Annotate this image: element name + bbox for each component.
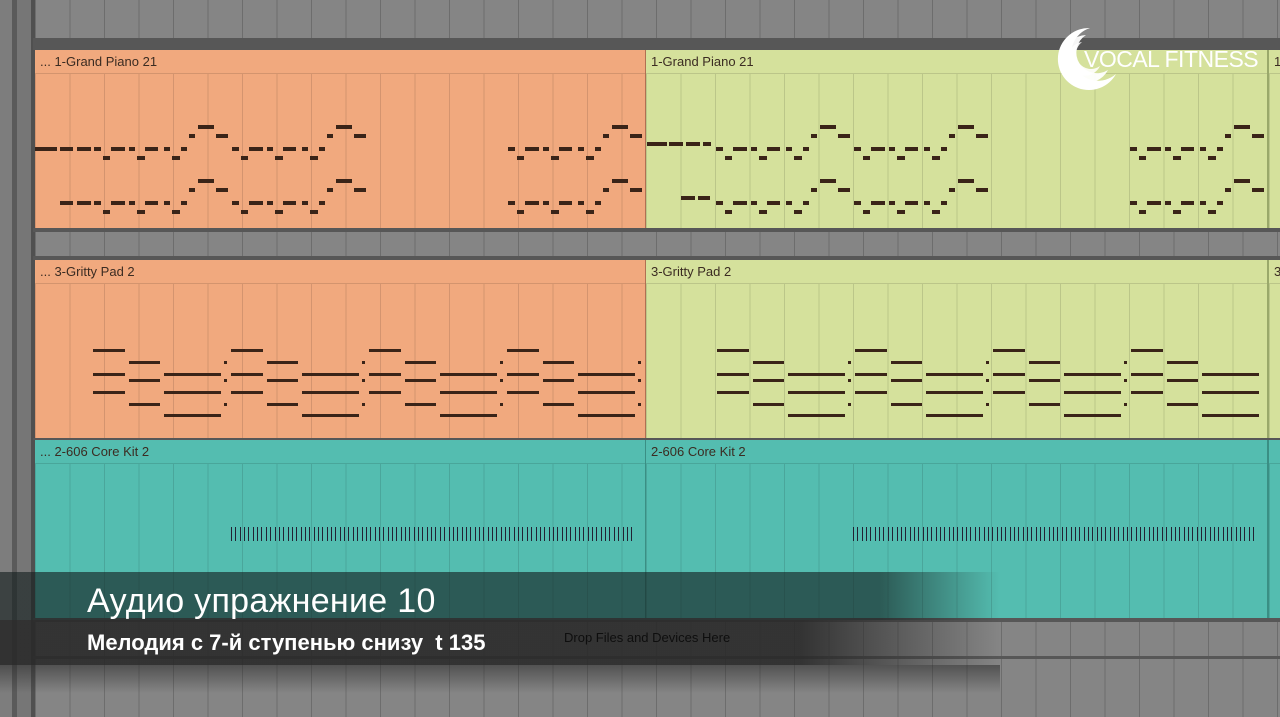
clip-pad-2[interactable]: 3-Gritty Pad 2 — [646, 260, 1268, 438]
empty-track-lane-top[interactable] — [35, 0, 1280, 38]
clip-title: ... 2-606 Core Kit 2 — [35, 440, 645, 464]
clip-title: ... 3-Gritty Pad 2 — [35, 260, 645, 284]
clip-piano-1[interactable]: ... 1-Grand Piano 21 — [35, 50, 646, 228]
track-separator — [33, 38, 1280, 50]
clip-pad-1[interactable]: ... 3-Gritty Pad 2 — [35, 260, 646, 438]
empty-track-lane[interactable] — [35, 232, 1280, 256]
midi-notes — [35, 284, 645, 438]
vocal-fitness-logo: VOCAL FITNESS — [1046, 22, 1266, 96]
caption-subtitle: Мелодия с 7-й ступенью снизу t 135 — [87, 630, 486, 655]
clip-title: 1 — [1269, 50, 1280, 74]
drop-hint: Drop Files and Devices Here — [564, 630, 731, 645]
track-separator — [33, 438, 1280, 440]
left-strip — [17, 0, 31, 717]
caption-title: Аудио упражнение 10 — [87, 582, 436, 620]
caption-shadow — [0, 665, 1000, 693]
clip-pad-3[interactable]: 3 — [1268, 260, 1280, 438]
track-separator — [33, 228, 1280, 232]
caption-band-top — [0, 572, 1000, 620]
clip-piano-2[interactable]: 1-Grand Piano 21 — [646, 50, 1268, 228]
clip-title — [1269, 440, 1280, 464]
clip-title: 1-Grand Piano 21 — [646, 50, 1267, 74]
clip-piano-3[interactable]: 1 — [1268, 50, 1280, 228]
logo-text: VOCAL FITNESS — [1084, 46, 1259, 72]
left-edge — [0, 0, 12, 717]
clip-title: ... 1-Grand Piano 21 — [35, 50, 645, 74]
clip-drums-3[interactable] — [1268, 440, 1280, 618]
caption-band-bottom — [0, 620, 1000, 665]
track-separator — [33, 256, 1280, 260]
midi-notes — [646, 284, 1267, 438]
clip-title: 3-Gritty Pad 2 — [646, 260, 1267, 284]
clip-title: 2-606 Core Kit 2 — [646, 440, 1267, 464]
logo-swirl-icon — [1057, 27, 1116, 90]
clip-title: 3 — [1269, 260, 1280, 284]
left-divider[interactable] — [12, 0, 17, 717]
left-border — [31, 0, 35, 717]
midi-notes — [646, 74, 1267, 228]
midi-notes — [35, 74, 645, 228]
